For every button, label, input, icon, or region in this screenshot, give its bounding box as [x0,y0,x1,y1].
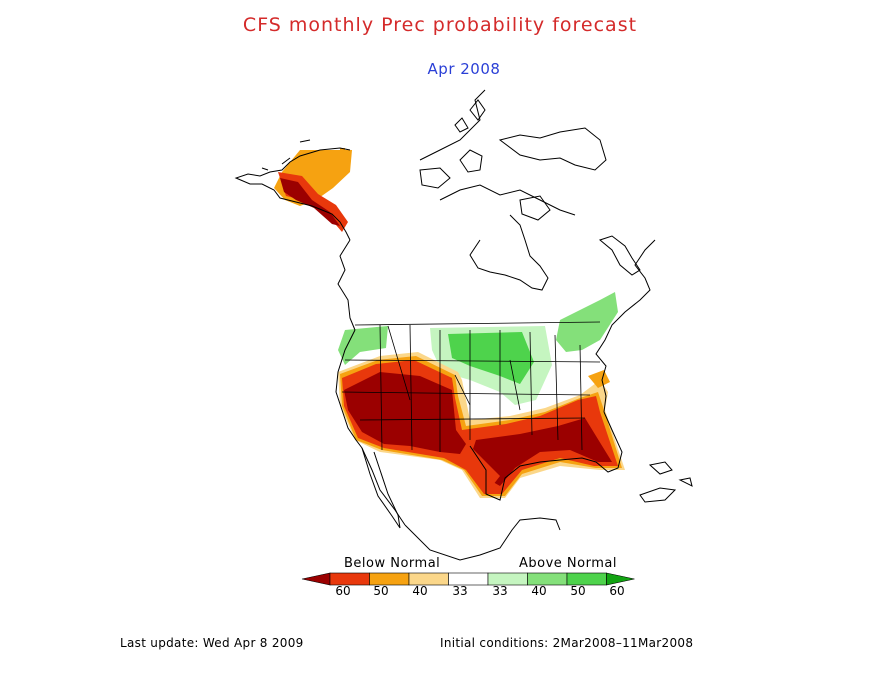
map-title: CFS monthly Prec probability forecast [242,14,638,36]
legend-tick: 33 [452,584,468,598]
legend-tick: 40 [412,584,428,598]
legend-tick: 60 [609,584,625,598]
legend-swatch [301,572,331,586]
shading-layer [274,148,625,498]
legend-tick: 40 [531,584,547,598]
legend-tick: 50 [373,584,389,598]
below-normal-label: Below Normal [344,556,441,571]
carolina-orange [588,370,610,388]
alaska-dark-red [280,178,340,226]
legend-colorbar [301,572,635,586]
gulf-dark-red [470,418,612,486]
above-normal-label: Above Normal [519,556,617,571]
coastlines [234,89,693,561]
initial-conditions-text: Initial conditions: 2Mar2008–11Mar2008 [440,636,694,650]
legend-tick: 60 [335,584,351,598]
last-update-text: Last update: Wed Apr 8 2009 [120,636,304,650]
green-nw [338,326,388,365]
alaska-orange-stripes [340,148,350,170]
us-state-borders [341,321,601,452]
legend-tick: 33 [492,584,508,598]
legend-swatch [606,572,635,586]
legend-tick: 50 [570,584,586,598]
map-subtitle: Apr 2008 [427,60,501,78]
